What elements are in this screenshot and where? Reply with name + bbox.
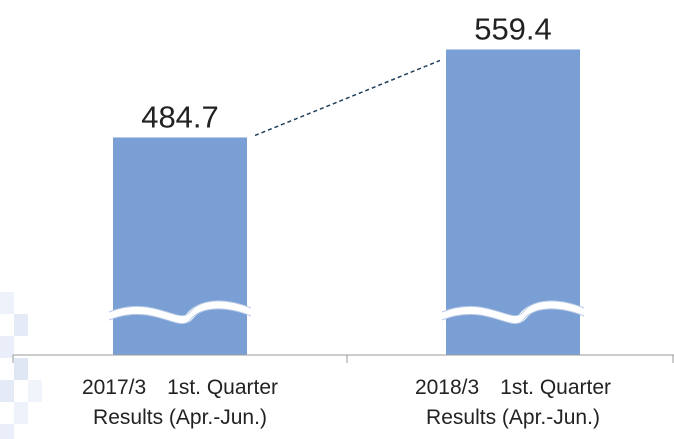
x-tick-label: Results (Apr.-Jun.) bbox=[93, 406, 267, 429]
axis-break-edge bbox=[108, 308, 252, 325]
axis-break-edge bbox=[108, 300, 252, 317]
x-tick-label: 2018/3 1st. Quarter bbox=[415, 376, 611, 399]
value-label: 484.7 bbox=[141, 99, 219, 134]
axis-break-edge bbox=[441, 300, 585, 317]
value-label: 559.4 bbox=[474, 11, 552, 46]
axis-break-band bbox=[107, 300, 253, 324]
axis-break-edge bbox=[441, 308, 585, 325]
background-decoration bbox=[0, 292, 42, 439]
x-tick-label: Results (Apr.-Jun.) bbox=[426, 406, 600, 429]
x-tick-label: 2017/3 1st. Quarter bbox=[82, 376, 278, 399]
axis-break-band bbox=[440, 300, 586, 324]
trend-connector bbox=[254, 59, 441, 137]
